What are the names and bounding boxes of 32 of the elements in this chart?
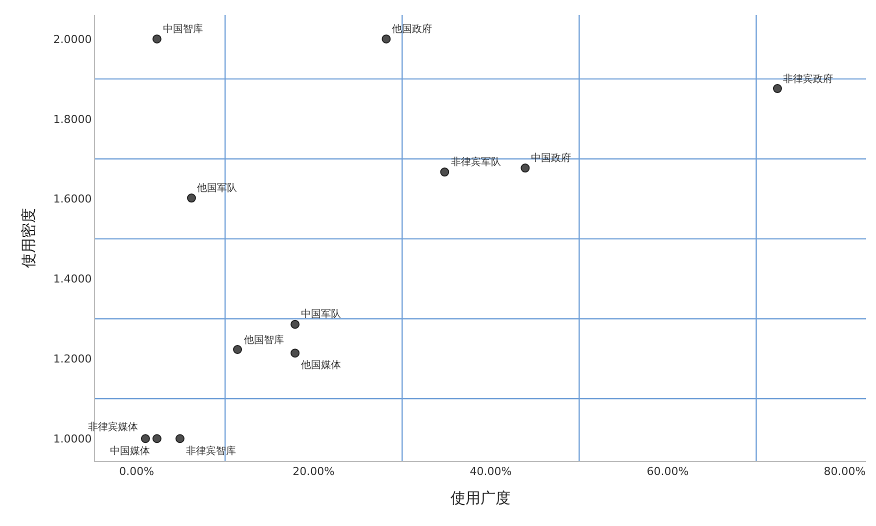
point: [290, 320, 300, 329]
y-tick-label: 1.8000: [53, 112, 92, 126]
point: [440, 168, 450, 177]
x-axis-title: 使用广度: [450, 489, 510, 508]
x-tick-label: 80.00%: [824, 465, 866, 478]
point: [186, 194, 196, 203]
y-tick-label: 1.4000: [53, 272, 92, 286]
annotation: 中国媒体: [110, 445, 150, 457]
annotation: 非律宾媒体: [88, 421, 138, 433]
y-tick-label: 1.0000: [53, 432, 92, 446]
point: [152, 34, 162, 44]
annotation: 非律宾军队: [451, 156, 501, 168]
point: [772, 84, 782, 94]
point: [152, 434, 162, 444]
point: [140, 434, 150, 444]
annotation: 中国智库: [163, 23, 203, 35]
point: [175, 434, 184, 444]
y-tick-label: 1.6000: [53, 192, 92, 206]
annotation: 他国智库: [244, 334, 284, 346]
x-tick-label: 0.00%: [119, 465, 154, 478]
point: [233, 345, 242, 354]
point: [520, 164, 530, 173]
annotation: 中国军队: [301, 308, 341, 320]
x-tick-label: 60.00%: [646, 465, 689, 478]
point: [290, 348, 300, 358]
annotation: 他国媒体: [301, 359, 341, 371]
point: [382, 34, 391, 44]
y-tick-label: 2.0000: [53, 32, 92, 46]
y-axis-title: 使用密度: [20, 208, 38, 268]
y-tick-label: 1.2000: [53, 352, 92, 366]
x-tick-label: 40.00%: [470, 465, 512, 478]
x-tick-label: 20.00%: [292, 465, 335, 478]
